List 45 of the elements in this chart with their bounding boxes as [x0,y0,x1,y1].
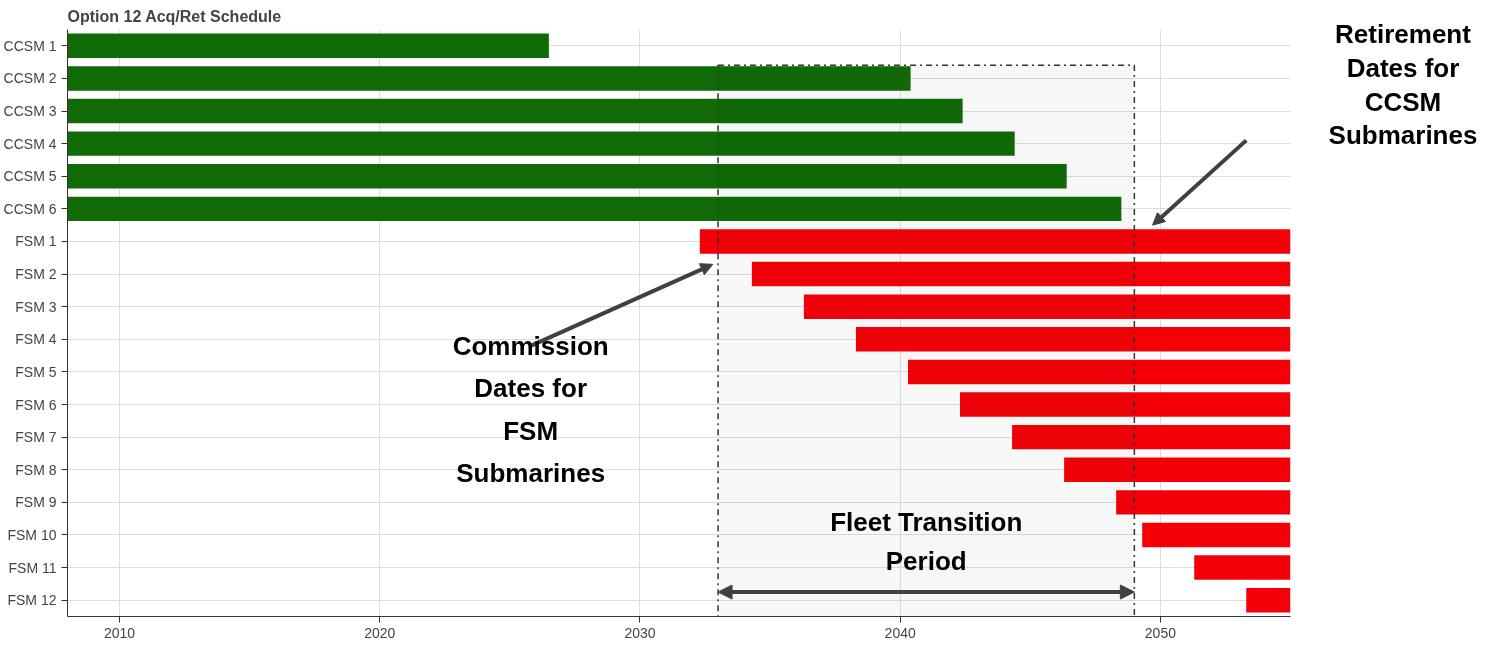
bar [67,196,1122,222]
y-tick-label: CCSM 5 [3,168,57,185]
x-tick-label: 2010 [103,624,136,641]
bar [1142,522,1291,548]
x-tick-label: 2050 [1144,624,1177,641]
y-tick-label: CCSM 3 [3,103,57,120]
y-tick-label: FSM 7 [15,429,57,446]
bar [67,131,1015,156]
y-tick-label: CCSM 1 [3,37,57,54]
bar [751,261,1291,287]
y-tick-label: CCSM 4 [3,135,57,152]
bar [1194,555,1291,580]
bar [855,327,1291,352]
bar [67,66,911,91]
x-tick-label: 2030 [624,624,656,641]
bar [67,98,963,124]
bar [1116,490,1291,515]
y-tick-label: FSM 6 [15,396,57,413]
bar [67,164,1067,189]
y-tick-label: FSM 5 [15,363,57,380]
bar [1246,587,1291,613]
y-tick-label: FSM 11 [8,559,57,576]
band-label: Fleet Transition Period [830,506,1023,576]
bar [699,229,1291,254]
y-tick-label: FSM 4 [15,331,57,348]
x-tick-label: 2020 [364,624,396,641]
bar [67,33,549,59]
y-tick-label: FSM 3 [15,298,57,315]
y-tick-label: FSM 8 [15,461,57,478]
bar [1064,457,1291,482]
bar [1012,424,1291,450]
y-tick-label: FSM 9 [15,494,57,511]
bar [907,359,1291,385]
y-tick-label: CCSM 6 [3,200,57,217]
annotation: Commission Dates for FSM Submarines [452,330,609,489]
y-tick-label: FSM 2 [15,266,57,283]
y-tick-label: CCSM 2 [3,70,57,87]
y-tick-label: FSM 1 [15,233,57,250]
bar [803,294,1291,319]
x-tick-label: 2040 [884,624,916,641]
chart-title: Option 12 Acq/Ret Schedule [67,7,282,25]
y-tick-label: FSM 10 [7,526,57,543]
y-tick-label: FSM 12 [7,592,57,609]
text: Retirement Dates for CCSM Submarines [1327,18,1479,153]
bar [960,392,1291,417]
